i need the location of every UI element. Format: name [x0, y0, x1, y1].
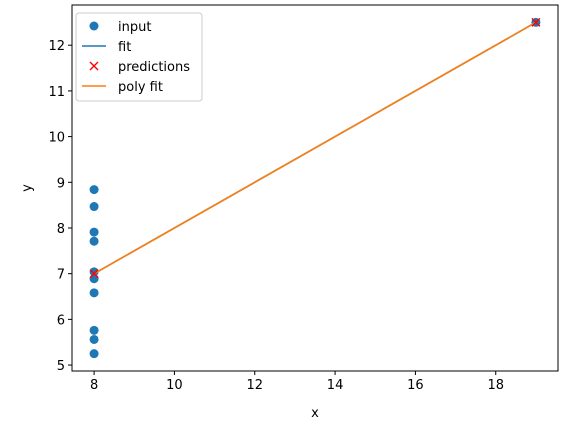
x-axis-label: x — [311, 406, 319, 421]
input-point — [89, 267, 99, 277]
input-point — [89, 274, 99, 284]
y-tick-label: 12 — [48, 39, 65, 54]
legend-entry-label: poly fit — [118, 80, 163, 95]
y-tick-label: 9 — [57, 176, 65, 191]
y-axis-label: y — [20, 184, 35, 192]
plot-frame — [71, 4, 559, 372]
legend: input fit predictions poly fit — [75, 12, 203, 102]
input-point — [89, 349, 99, 359]
marks-layer — [89, 17, 541, 359]
input-point — [89, 202, 99, 212]
input-point — [89, 288, 99, 298]
input-point — [89, 334, 99, 344]
legend-box — [75, 12, 203, 102]
input-point — [89, 227, 99, 237]
legend-handle — [89, 61, 99, 71]
legend-entry-label: fit — [118, 40, 131, 55]
x-tick-label: 16 — [407, 378, 424, 393]
predictions-marker — [531, 17, 541, 27]
poly-fit-line — [93, 21, 537, 275]
x-tick-label: 12 — [246, 378, 263, 393]
y-tick-label: 8 — [57, 222, 65, 237]
legend-entry-label: input — [118, 20, 151, 35]
x-tick-label: 10 — [166, 378, 183, 393]
y-tick-label: 11 — [48, 85, 65, 100]
y-tick-label: 10 — [48, 131, 65, 146]
predictions-marker — [89, 269, 99, 279]
legend-entry-label: predictions — [118, 60, 190, 75]
legend-handle — [89, 21, 99, 31]
y-tick-label: 6 — [57, 313, 65, 328]
axes-layer: 8 10 12 14 16 18 5 6 7 8 9 10 11 12 — [48, 39, 504, 393]
x-tick-label: 14 — [327, 378, 344, 393]
x-tick-label: 18 — [487, 378, 504, 393]
input-point — [89, 325, 99, 335]
input-point — [89, 185, 99, 195]
y-tick-label: 5 — [57, 359, 65, 374]
x-tick-label: 8 — [90, 378, 98, 393]
y-tick-label: 7 — [57, 268, 65, 283]
input-point — [89, 236, 99, 246]
